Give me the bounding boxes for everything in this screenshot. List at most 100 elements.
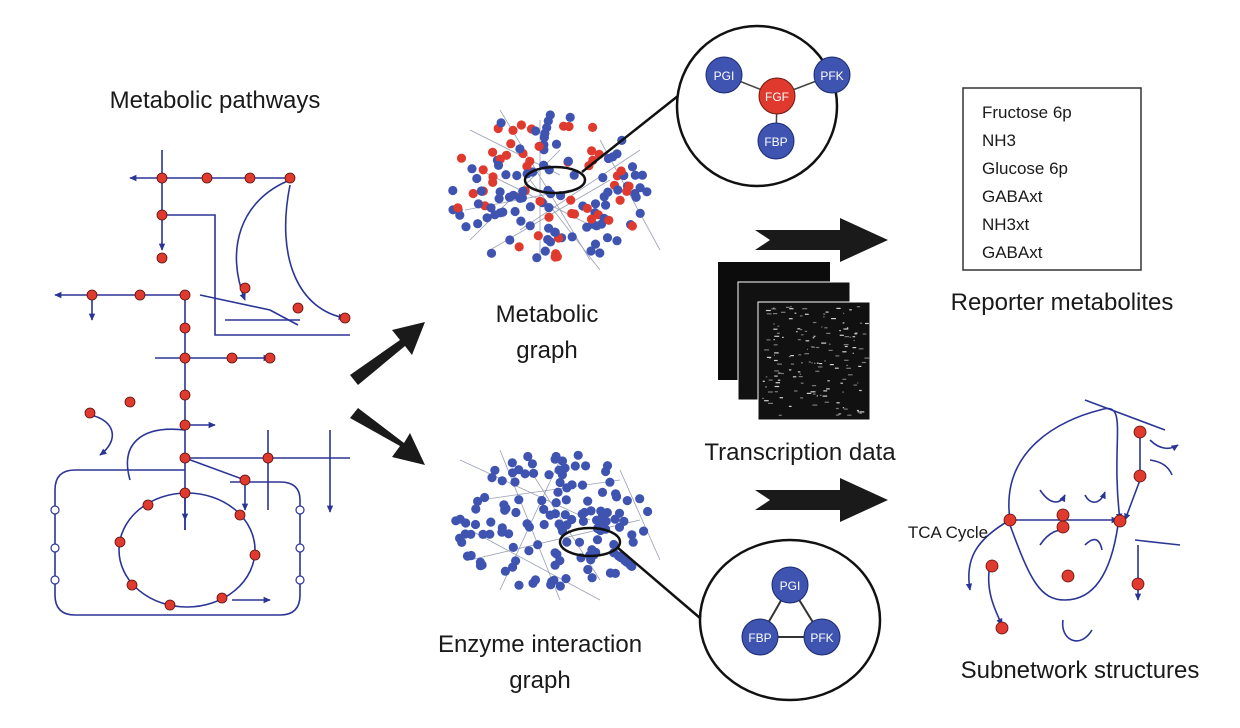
graph-node xyxy=(586,246,596,256)
graph-node xyxy=(524,546,534,556)
reporter-item: Glucose 6p xyxy=(982,159,1068,178)
metabolic-graph-label-1: Metabolic xyxy=(496,301,599,328)
graph-node xyxy=(611,491,622,501)
microarray-speck xyxy=(842,322,845,324)
graph-node xyxy=(534,141,544,151)
graph-node xyxy=(579,507,590,518)
microarray-speck xyxy=(842,391,844,393)
microarray-speck xyxy=(776,332,780,334)
enzyme-graph-label-2: graph xyxy=(509,667,570,694)
microarray-speck xyxy=(798,376,803,378)
microarray-speck xyxy=(773,323,775,325)
microarray-speck xyxy=(777,325,780,327)
graph-node xyxy=(510,206,520,217)
graph-node xyxy=(574,537,585,547)
graph-node xyxy=(560,510,570,520)
reporter-metabolites-label: Reporter metabolites xyxy=(951,289,1174,316)
graph-node xyxy=(530,126,541,136)
microarray-speck xyxy=(812,393,816,395)
microarray-speck xyxy=(807,348,808,350)
graph-node xyxy=(555,556,565,566)
graph-node xyxy=(493,160,504,170)
graph-node xyxy=(604,215,614,225)
graph-node xyxy=(583,564,593,575)
microarray-speck xyxy=(825,311,829,313)
microarray-speck xyxy=(847,374,853,376)
microarray-speck xyxy=(774,385,780,388)
graph-node xyxy=(570,461,580,471)
microarray-speck xyxy=(774,359,778,362)
graph-node xyxy=(514,495,524,505)
graph-node xyxy=(504,529,514,539)
microarray-speck xyxy=(862,333,867,335)
microarray-speck xyxy=(812,404,818,406)
graph-node xyxy=(639,526,649,536)
graph-node xyxy=(486,517,496,527)
graph-node xyxy=(569,170,579,180)
graph-node xyxy=(504,192,515,202)
graph-node xyxy=(587,146,597,156)
microarray-speck xyxy=(817,366,823,368)
graph-node xyxy=(603,187,613,197)
graph-node xyxy=(455,210,465,220)
graph-node xyxy=(582,222,592,232)
graph-node xyxy=(501,150,512,160)
graph-node xyxy=(525,156,535,166)
graph-node xyxy=(545,510,555,520)
graph-node xyxy=(525,221,535,231)
graph-node xyxy=(550,227,560,237)
graph-node xyxy=(511,507,521,518)
microarray-speck xyxy=(836,402,840,404)
graph-node xyxy=(602,233,613,243)
graph-node xyxy=(565,112,575,122)
microarray-speck xyxy=(819,394,822,396)
microarray-speck xyxy=(844,345,848,348)
graph-node xyxy=(523,451,533,462)
graph-node xyxy=(605,477,615,487)
graph-node xyxy=(588,122,598,132)
graph-node xyxy=(507,458,517,468)
tca-cycle-label: TCA Cycle xyxy=(908,523,988,542)
microarray-speck xyxy=(786,306,790,308)
graph-node xyxy=(540,128,550,138)
graph-node xyxy=(643,506,653,517)
branch-arrows xyxy=(350,322,425,465)
graph-node xyxy=(472,173,482,184)
graph-node xyxy=(590,239,601,249)
microarray-speck xyxy=(777,363,782,365)
microarray-speck xyxy=(778,372,780,374)
graph-node xyxy=(628,537,638,547)
graph-node xyxy=(537,495,547,506)
graph-node xyxy=(592,535,603,545)
microarray-speck xyxy=(765,309,771,312)
graph-node xyxy=(478,165,488,175)
graph-node xyxy=(485,529,495,539)
graph-node xyxy=(460,529,470,539)
microarray-speck xyxy=(788,318,793,320)
microarray-speck xyxy=(843,312,845,314)
graph-node xyxy=(551,451,561,462)
microarray-speck xyxy=(849,309,852,311)
microarray-speck xyxy=(765,376,768,378)
graph-node xyxy=(630,170,640,180)
zoom-top: PGI PFK FBP FGF xyxy=(675,24,851,188)
zoom-top-node-fgf: FGF xyxy=(765,90,789,104)
graph-node xyxy=(557,456,568,466)
microarray-speck xyxy=(774,370,779,372)
microarray-speck xyxy=(816,395,818,397)
graph-node xyxy=(487,473,497,483)
microarray-speck xyxy=(773,344,778,346)
microarray-speck xyxy=(790,306,792,308)
microarray-speck xyxy=(799,315,803,317)
microarray-speck xyxy=(810,391,816,393)
microarray-speck xyxy=(853,384,857,386)
graph-node xyxy=(473,496,483,506)
microarray-speck xyxy=(835,355,840,357)
graph-node xyxy=(533,540,543,550)
reporter-item: GABAxt xyxy=(982,187,1043,206)
graph-node xyxy=(613,185,623,195)
graph-node xyxy=(627,221,638,231)
graph-node xyxy=(494,194,504,204)
graph-node xyxy=(610,514,620,524)
graph-node xyxy=(515,144,525,154)
